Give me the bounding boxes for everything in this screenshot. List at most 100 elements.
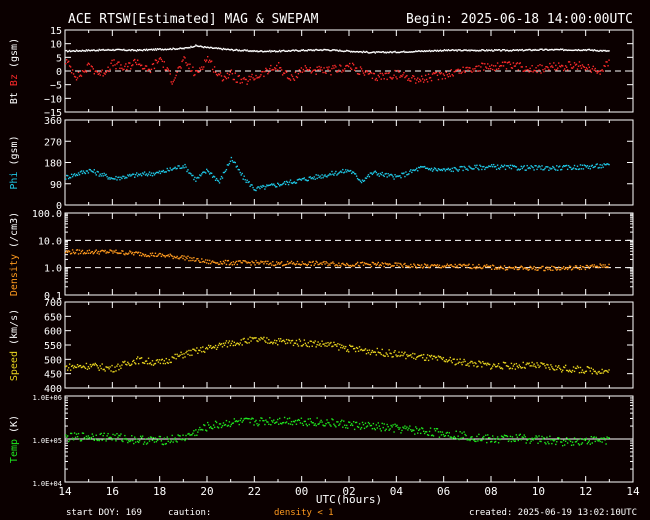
data-point-speed-speed <box>303 339 306 341</box>
data-point-mag-bt <box>428 49 431 52</box>
data-point-density-density <box>598 266 600 268</box>
data-point-mag-bz <box>493 69 496 72</box>
data-point-mag-bz <box>452 75 454 77</box>
data-point-temp-temp <box>323 425 325 427</box>
data-point-speed-speed <box>141 361 144 364</box>
data-point-temp-temp <box>377 422 379 424</box>
data-point-phi-phi <box>588 165 591 168</box>
data-point-speed-speed <box>247 338 249 340</box>
data-point-mag-bz <box>122 69 124 71</box>
data-point-density-density <box>564 267 567 270</box>
data-point-mag-bt <box>314 49 316 51</box>
data-point-phi-phi <box>121 177 123 180</box>
data-point-temp-temp <box>485 434 487 436</box>
data-point-mag-bz <box>361 70 364 72</box>
data-point-phi-phi <box>103 172 105 175</box>
data-point-temp-temp <box>89 438 92 440</box>
data-point-density-density <box>462 264 464 266</box>
data-point-mag-bz <box>570 67 573 69</box>
data-point-mag-bt <box>301 49 304 52</box>
data-point-density-density <box>512 266 515 269</box>
data-point-mag-bt <box>444 49 447 52</box>
data-point-mag-bt <box>257 51 259 53</box>
data-point-phi-phi <box>76 174 79 177</box>
data-point-speed-speed <box>171 356 173 358</box>
data-point-density-density <box>112 252 114 254</box>
data-point-density-density <box>369 263 372 266</box>
data-point-density-density <box>138 254 141 257</box>
data-point-density-density <box>159 252 162 255</box>
data-point-density-density <box>96 252 98 254</box>
data-point-temp-temp <box>483 435 485 438</box>
data-point-mag-bz <box>433 72 436 75</box>
data-point-mag-bz <box>98 72 100 74</box>
start-doy: start DOY: 169 <box>66 508 142 518</box>
data-point-temp-temp <box>97 439 99 441</box>
data-point-phi-phi <box>211 176 214 178</box>
data-point-density-density <box>301 261 304 263</box>
data-point-phi-phi <box>339 171 341 173</box>
data-point-temp-temp <box>489 437 491 439</box>
data-point-density-density <box>517 268 520 271</box>
data-point-mag-bz <box>502 65 505 67</box>
data-point-speed-speed <box>478 360 480 362</box>
data-point-phi-phi <box>194 176 196 179</box>
data-point-speed-speed <box>515 362 518 365</box>
data-point-temp-temp <box>71 437 74 439</box>
data-point-speed-speed <box>294 342 297 344</box>
data-point-speed-speed <box>587 366 590 368</box>
data-point-speed-speed <box>509 367 512 369</box>
data-point-phi-phi <box>391 174 393 176</box>
data-point-temp-temp <box>488 437 490 439</box>
data-point-density-density <box>267 260 269 263</box>
data-point-mag-bt <box>344 50 346 52</box>
data-point-mag-bt <box>68 49 71 52</box>
data-point-mag-bz <box>158 58 161 60</box>
data-point-temp-temp <box>608 437 610 439</box>
data-point-temp-temp <box>74 436 77 439</box>
data-point-density-density <box>538 267 540 269</box>
data-point-density-density <box>327 264 329 267</box>
data-point-phi-phi <box>284 183 287 186</box>
data-point-mag-bz <box>104 73 106 75</box>
data-point-speed-speed <box>466 364 468 366</box>
data-point-mag-bz <box>378 76 380 78</box>
data-point-phi-phi <box>262 184 264 187</box>
data-point-mag-bt <box>581 49 584 52</box>
data-point-temp-temp <box>428 430 431 433</box>
data-point-speed-speed <box>75 366 78 369</box>
data-point-mag-bz <box>297 72 300 75</box>
data-point-mag-bt <box>520 49 522 51</box>
data-point-density-density <box>90 251 93 253</box>
data-point-density-density <box>487 265 489 268</box>
data-point-density-density <box>406 265 408 267</box>
data-point-phi-phi <box>470 167 472 169</box>
data-point-phi-phi <box>390 173 392 176</box>
data-point-mag-bz <box>420 80 422 82</box>
data-point-phi-phi <box>252 186 254 189</box>
data-point-mag-bz <box>501 61 504 64</box>
data-point-phi-phi <box>259 187 261 190</box>
data-point-phi-phi <box>285 180 288 183</box>
data-point-phi-phi <box>558 166 560 168</box>
data-point-speed-speed <box>89 363 92 366</box>
data-point-temp-temp <box>284 422 287 424</box>
data-point-temp-temp <box>298 419 301 422</box>
data-point-mag-bz <box>327 68 329 70</box>
data-point-phi-phi <box>519 168 521 171</box>
data-point-speed-speed <box>69 369 72 371</box>
data-point-mag-bz <box>399 76 401 78</box>
data-point-phi-phi <box>135 174 137 176</box>
data-point-mag-bz <box>503 61 506 63</box>
data-point-temp-temp <box>163 437 166 439</box>
data-point-speed-speed <box>162 362 165 365</box>
data-point-mag-bz <box>110 62 112 64</box>
data-point-mag-bt <box>375 51 378 53</box>
data-point-phi-phi <box>123 175 125 178</box>
data-point-temp-temp <box>73 432 76 434</box>
data-point-phi-phi <box>363 179 366 182</box>
data-point-mag-bt <box>469 50 471 52</box>
data-point-temp-temp <box>571 441 574 443</box>
data-point-mag-bt <box>194 45 196 47</box>
data-point-speed-speed <box>199 349 201 352</box>
